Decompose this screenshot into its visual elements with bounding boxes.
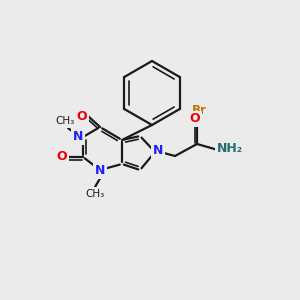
Text: CH₃: CH₃	[56, 116, 75, 126]
Text: N: N	[95, 164, 105, 178]
Text: N: N	[73, 130, 83, 143]
Text: Br: Br	[192, 104, 207, 118]
Text: N: N	[153, 145, 163, 158]
Text: O: O	[57, 151, 67, 164]
Text: O: O	[77, 110, 87, 122]
Text: NH₂: NH₂	[217, 142, 243, 155]
Text: CH₃: CH₃	[85, 189, 105, 199]
Text: O: O	[190, 112, 200, 125]
